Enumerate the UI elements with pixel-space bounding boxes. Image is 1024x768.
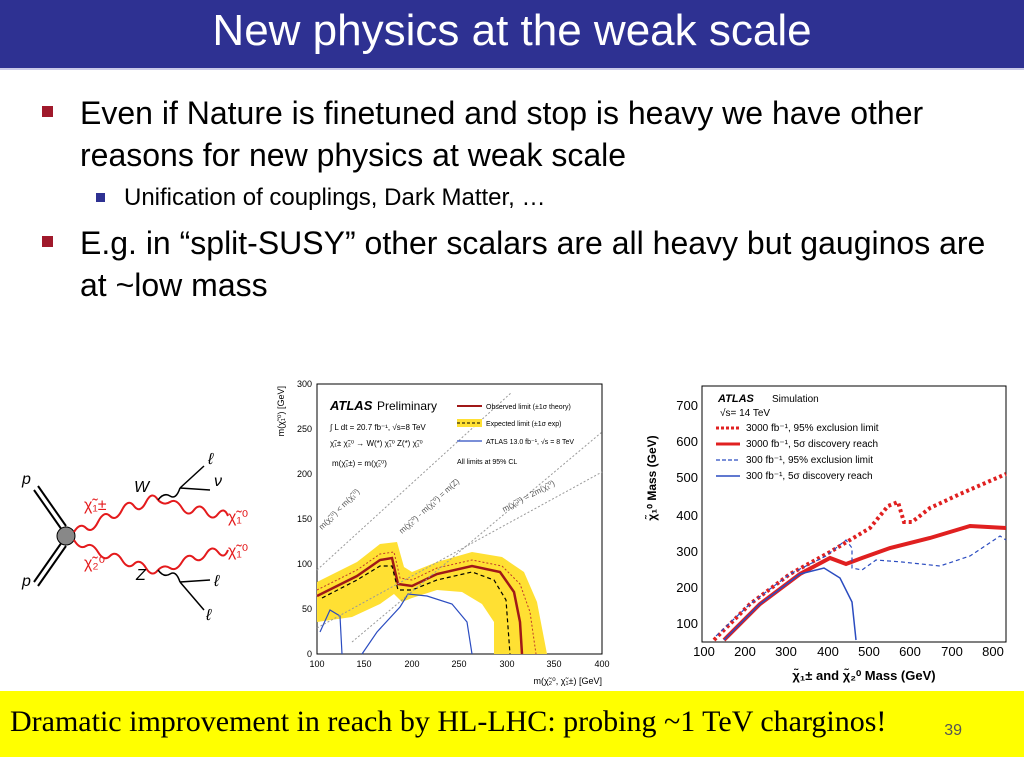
svg-text:100: 100 [297, 559, 312, 569]
svg-text:700: 700 [676, 398, 698, 413]
right-yticks: 100 200 300 400 500 600 700 [676, 398, 698, 631]
plot-left: ATLAS Preliminary ∫ L dt = 20.7 fb⁻¹, √s… [276, 379, 610, 686]
svg-text:250: 250 [297, 424, 312, 434]
svg-text:0: 0 [307, 649, 312, 659]
label-p2: p [21, 573, 31, 590]
label-lepton3: ℓ [205, 607, 212, 624]
svg-text:300: 300 [499, 659, 514, 669]
left-legend-observed: Observed limit (±1σ theory) [486, 404, 571, 411]
svg-text:700: 700 [941, 644, 963, 659]
svg-text:800: 800 [982, 644, 1004, 659]
svg-text:600: 600 [676, 434, 698, 449]
svg-text:200: 200 [404, 659, 419, 669]
expected-limit [321, 565, 511, 655]
excl-300 [715, 535, 1007, 637]
svg-text:150: 150 [356, 659, 371, 669]
label-z: Z [135, 567, 147, 584]
left-mass-assumption: m(χ̃₁±) = m(χ̃₂⁰) [332, 459, 387, 468]
svg-text:200: 200 [734, 644, 756, 659]
svg-text:250: 250 [451, 659, 466, 669]
right-atlas: ATLAS [717, 393, 755, 405]
right-energy: √s= 14 TeV [720, 407, 770, 419]
sub-bullet-text: Unification of couplings, Dark Matter, … [124, 184, 546, 211]
svg-text:350: 350 [546, 659, 561, 669]
left-legend-13fb: ATLAS 13.0 fb⁻¹, √s = 8 TeV [486, 438, 574, 446]
svg-text:100: 100 [676, 616, 698, 631]
right-ylabel: χ̃₁⁰ Mass (GeV) [644, 435, 659, 520]
observed-limit [316, 556, 524, 655]
left-status: Preliminary [377, 399, 437, 413]
label-lepton1: ℓ [207, 451, 214, 468]
svg-text:50: 50 [302, 604, 312, 614]
disc-300 [723, 567, 857, 641]
svg-text:300: 300 [775, 644, 797, 659]
svg-text:600: 600 [899, 644, 921, 659]
label-lepton2: ℓ [213, 573, 220, 590]
left-xticks: 100 150 200 250 300 350 400 [309, 659, 609, 669]
left-ylabel: m(χ̃₁⁰) [GeV] [276, 386, 286, 436]
left-atlas: ATLAS [329, 398, 373, 413]
svg-text:400: 400 [676, 508, 698, 523]
slide-number: 39 [944, 722, 962, 739]
atlas-13fb-limit [361, 593, 473, 655]
left-process: χ̃₁± χ̃₂⁰ → W(*) χ̃₁⁰ Z(*) χ̃₁⁰ [330, 439, 423, 448]
right-xticks: 100 200 300 400 500 600 700 800 [693, 644, 1004, 659]
left-yticks: 0 50 100 150 200 250 300 [297, 379, 312, 659]
label-p1: p [21, 471, 31, 488]
title-bar: New physics at the weak scale [0, 0, 1024, 70]
left-xlabel: m(χ̃₂⁰, χ̃₁±) [GeV] [533, 676, 602, 686]
svg-text:500: 500 [858, 644, 880, 659]
bullet-1: Even if Nature is finetuned and stop is … [36, 92, 1016, 176]
observed-theory-up [316, 551, 537, 655]
svg-text:100: 100 [693, 644, 715, 659]
svg-text:100: 100 [309, 659, 324, 669]
svg-text:150: 150 [297, 514, 312, 524]
bullet-marker [42, 236, 53, 247]
bullet-list: Even if Nature is finetuned and stop is … [36, 92, 1016, 312]
excl-3000 [712, 472, 1007, 642]
sub-bullet: Unification of couplings, Dark Matter, … [36, 182, 1016, 214]
right-legend-2: 300 fb⁻¹, 95% exclusion limit [746, 455, 873, 466]
label-neutralino2: χ̃₂⁰ [84, 555, 105, 572]
label-neutralino1a: χ̃₁⁰ [228, 509, 248, 526]
left-cl-note: All limits at 95% CL [457, 459, 517, 466]
bullet-2-text: E.g. in “split-SUSY” other scalars are a… [80, 225, 986, 303]
plot-right: ATLAS Simulation √s= 14 TeV 3000 fb⁻¹, 9… [644, 385, 1007, 683]
right-legend-3: 300 fb⁻¹, 5σ discovery reach [746, 471, 873, 482]
svg-text:400: 400 [817, 644, 839, 659]
bullet-2: E.g. in “split-SUSY” other scalars are a… [36, 222, 1016, 306]
svg-text:200: 200 [676, 580, 698, 595]
svg-text:300: 300 [676, 544, 698, 559]
label-chargino: χ̃₁± [84, 497, 107, 514]
bullet-1-text: Even if Nature is finetuned and stop is … [80, 95, 924, 173]
footer-text: Dramatic improvement in reach by HL-LHC:… [10, 705, 887, 738]
right-xlabel: χ̃₁± and χ̃₂⁰ Mass (GeV) [792, 668, 935, 683]
sub-bullet-marker [96, 193, 105, 202]
footer-banner: Dramatic improvement in reach by HL-LHC:… [0, 691, 1024, 757]
right-status: Simulation [772, 394, 819, 405]
svg-text:300: 300 [297, 379, 312, 389]
bullet-marker [42, 106, 53, 117]
right-legend-0: 3000 fb⁻¹, 95% exclusion limit [746, 423, 879, 434]
left-legend-expected: Expected limit (±1σ exp) [486, 421, 561, 428]
slide-title: New physics at the weak scale [212, 6, 812, 55]
svg-text:200: 200 [297, 469, 312, 479]
right-legend-1: 3000 fb⁻¹, 5σ discovery reach [746, 439, 878, 450]
feynman-diagram: p p W Z ℓ ν ℓ ℓ χ̃₁± χ̃₂⁰ χ̃₁⁰ χ̃₁⁰ [21, 451, 248, 624]
label-neutralino1b: χ̃₁⁰ [228, 543, 248, 560]
label-nu: ν [214, 473, 222, 490]
svg-text:400: 400 [594, 659, 609, 669]
left-lumi: ∫ L dt = 20.7 fb⁻¹, √s=8 TeV [329, 423, 426, 432]
svg-text:500: 500 [676, 470, 698, 485]
label-w: W [134, 479, 151, 496]
